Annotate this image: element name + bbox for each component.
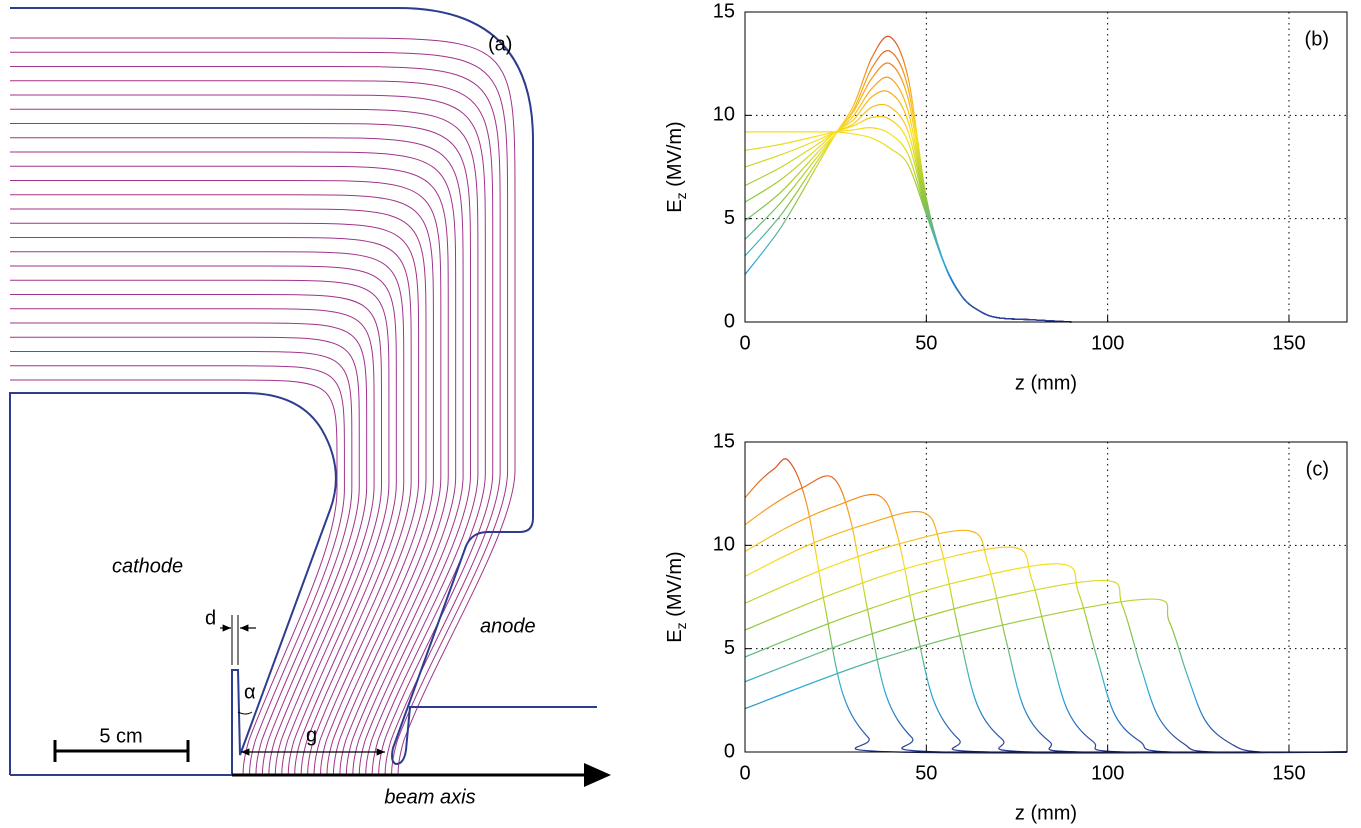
y-tick-label: 0 bbox=[724, 310, 735, 332]
x-tick-label: 50 bbox=[915, 332, 937, 354]
curve bbox=[744, 76, 1072, 323]
field-line bbox=[10, 108, 479, 776]
field-line bbox=[10, 180, 442, 776]
y-tick-label: 0 bbox=[724, 740, 735, 762]
panel-label: (a) bbox=[488, 33, 512, 55]
field-line bbox=[10, 237, 412, 776]
y-axis-label-part: (MV/m) bbox=[664, 551, 686, 622]
field-line bbox=[10, 80, 494, 776]
y-tick-label: 10 bbox=[713, 104, 735, 126]
g-label: g bbox=[306, 724, 317, 746]
x-axis-label: z (mm) bbox=[1015, 372, 1077, 394]
curve bbox=[744, 546, 1348, 754]
field-line bbox=[10, 222, 420, 776]
cathode-label: cathode bbox=[112, 555, 183, 577]
x-tick-label: 100 bbox=[1091, 332, 1124, 354]
field-lines bbox=[10, 37, 516, 776]
electrode-diagram: (a) cathode anode d α g 5 cm beam axis bbox=[9, 7, 611, 808]
x-tick-label: 100 bbox=[1091, 762, 1124, 784]
x-tick-label: 150 bbox=[1272, 762, 1305, 784]
curve bbox=[744, 62, 1072, 323]
field-line bbox=[10, 322, 368, 776]
line-chart: 0 50 100 150 0 5 10 15 (c) z (mm) Ez (MV/m) bbox=[664, 430, 1348, 824]
d-label: d bbox=[205, 607, 216, 629]
curve bbox=[744, 458, 1348, 754]
x-axis-label: z (mm) bbox=[1015, 802, 1077, 824]
y-tick-label: 5 bbox=[724, 207, 735, 229]
y-axis-label-part: (MV/m) bbox=[664, 121, 686, 192]
field-line bbox=[10, 336, 360, 776]
field-line bbox=[10, 165, 449, 776]
y-axis-label-part: z bbox=[673, 192, 689, 199]
x-tick-label: 0 bbox=[739, 762, 750, 784]
field-line bbox=[10, 351, 353, 776]
y-axis-label: Ez (MV/m) bbox=[664, 121, 688, 212]
line-chart: 0 50 100 150 0 5 10 15 (b) z (mm) Ez (MV/m) bbox=[664, 0, 1348, 394]
field-line bbox=[10, 66, 501, 776]
axes-box bbox=[744, 11, 1348, 323]
axis-label: beam axis bbox=[384, 786, 475, 808]
curve bbox=[744, 598, 1348, 754]
x-tick-label: 50 bbox=[915, 762, 937, 784]
alpha-label: α bbox=[244, 681, 256, 703]
curve bbox=[744, 493, 1348, 754]
panel-label: (b) bbox=[1305, 28, 1329, 50]
anode-label: anode bbox=[480, 615, 536, 637]
alpha-arc bbox=[237, 711, 253, 715]
y-tick-label: 5 bbox=[724, 637, 735, 659]
anode-outline bbox=[10, 7, 597, 766]
curve bbox=[744, 579, 1348, 754]
field-line bbox=[10, 137, 464, 776]
curve bbox=[744, 563, 1348, 754]
y-tick-label: 15 bbox=[713, 430, 735, 452]
curve bbox=[744, 35, 1072, 323]
field-line bbox=[10, 123, 471, 776]
field-line bbox=[10, 208, 427, 776]
field-line bbox=[10, 308, 375, 776]
curve bbox=[744, 475, 1348, 754]
y-tick-label: 15 bbox=[713, 0, 735, 22]
field-line bbox=[10, 194, 434, 776]
y-tick-label: 10 bbox=[713, 534, 735, 556]
y-axis-label-part: z bbox=[673, 622, 689, 629]
y-axis-label: Ez (MV/m) bbox=[664, 551, 688, 642]
y-axis-label-part: E bbox=[664, 199, 686, 212]
field-line bbox=[10, 151, 457, 776]
curve bbox=[744, 529, 1348, 754]
curve bbox=[744, 126, 1072, 323]
field-line bbox=[10, 265, 397, 776]
field-line bbox=[10, 51, 509, 776]
field-line bbox=[10, 251, 405, 776]
scale-bar bbox=[53, 740, 190, 762]
field-line bbox=[10, 294, 382, 776]
field-line bbox=[10, 37, 516, 776]
scale-label: 5 cm bbox=[99, 725, 142, 747]
field-line bbox=[10, 365, 345, 776]
curve bbox=[744, 103, 1072, 323]
curve bbox=[744, 115, 1072, 323]
axes-box bbox=[744, 441, 1348, 753]
cathode-outline bbox=[9, 392, 337, 776]
panel-label: (c) bbox=[1306, 458, 1329, 480]
x-tick-label: 150 bbox=[1272, 332, 1305, 354]
x-tick-label: 0 bbox=[739, 332, 750, 354]
field-line bbox=[10, 279, 390, 776]
curve bbox=[745, 131, 1072, 323]
field-line bbox=[10, 379, 338, 776]
y-axis-label-part: E bbox=[664, 629, 686, 642]
field-line bbox=[10, 94, 486, 776]
